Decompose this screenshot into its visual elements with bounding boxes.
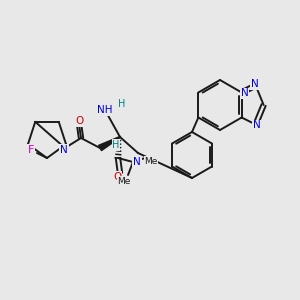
Text: O: O [75,116,83,126]
Text: H: H [118,99,126,109]
Text: Me: Me [144,157,158,166]
Text: N: N [251,80,259,89]
Text: Me: Me [117,176,131,185]
Polygon shape [99,136,120,151]
Text: H: H [112,140,120,150]
Text: O: O [113,172,121,182]
Text: F: F [28,145,34,155]
Text: NH: NH [97,105,113,115]
Text: N: N [60,145,68,155]
Text: N: N [241,88,248,98]
Text: N: N [253,121,260,130]
Text: N: N [133,157,141,167]
